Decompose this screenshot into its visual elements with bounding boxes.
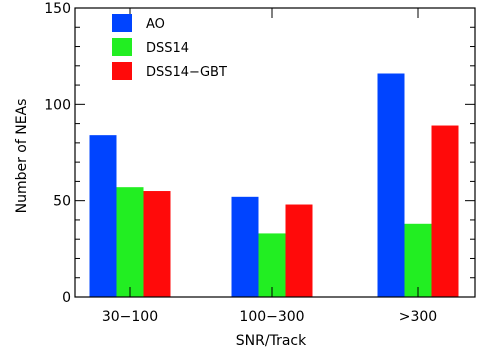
axes-layer: 0 50 100 150 30−100 100−300 >300 (44, 1, 476, 325)
bar-dss14-gbt-1 (285, 204, 313, 297)
y-tick-label: 150 (44, 1, 71, 17)
legend-swatch-ao (112, 14, 132, 32)
plot-frame (74, 7, 476, 298)
x-tick-label: >300 (399, 309, 437, 325)
bar-dss14-0 (116, 187, 144, 297)
legend-label: DSS14−GBT (146, 65, 227, 80)
y-tick-label: 50 (53, 194, 71, 210)
x-axis-title: SNR/Track (236, 333, 307, 349)
legend-label: AO (146, 17, 165, 32)
bar-dss14-gbt-0 (143, 191, 171, 297)
y-axis-title: Number of NEAs (14, 99, 30, 214)
bar-ao-1 (231, 196, 259, 297)
x-tick-label: 30−100 (102, 309, 158, 325)
bar-dss14-gbt-2 (431, 125, 459, 297)
bars-layer (89, 73, 459, 297)
x-tick-label: 100−300 (239, 309, 304, 325)
legend: AO DSS14 DSS14−GBT (112, 14, 227, 80)
y-tick-label: 100 (44, 97, 71, 113)
legend-label: DSS14 (146, 41, 189, 56)
bar-dss14-2 (404, 223, 432, 297)
y-tick-label: 0 (62, 290, 71, 306)
bar-ao-2 (377, 73, 405, 297)
bar-dss14-1 (258, 233, 286, 297)
legend-swatch-dss14-gbt (112, 62, 132, 80)
bar-ao-0 (89, 135, 117, 297)
legend-swatch-dss14 (112, 38, 132, 56)
